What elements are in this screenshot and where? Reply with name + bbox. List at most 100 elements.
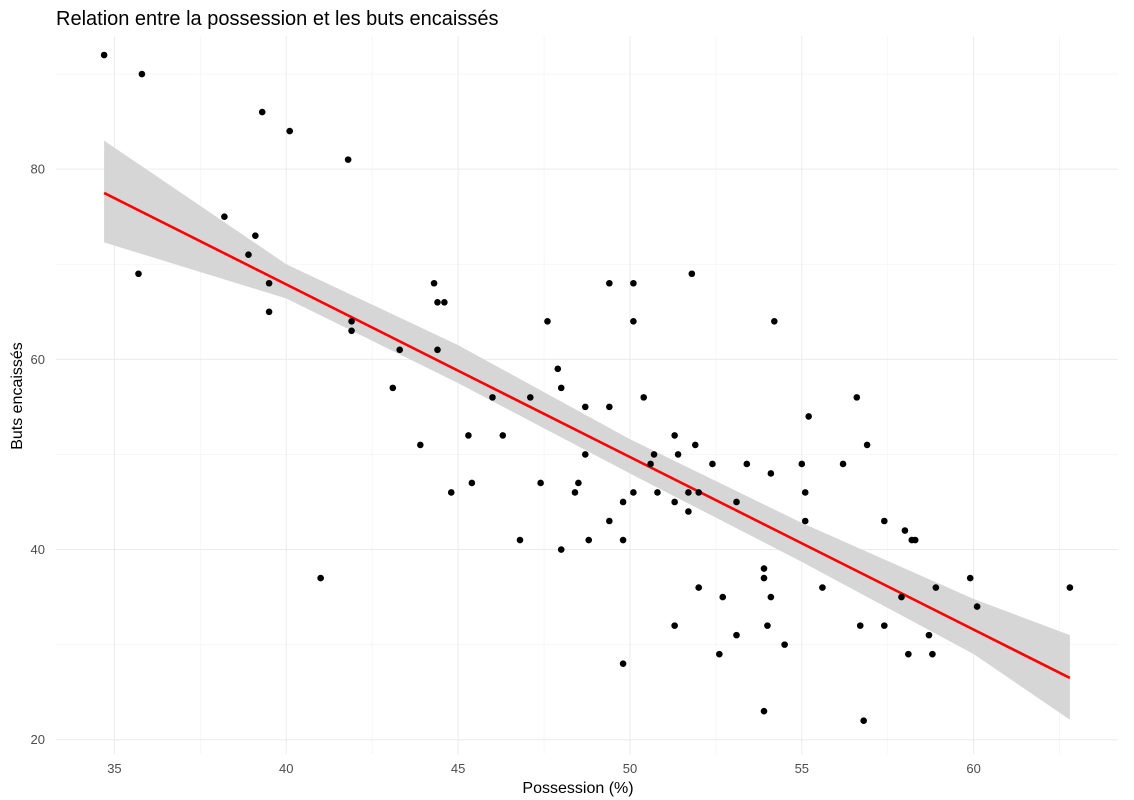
data-point bbox=[863, 441, 871, 449]
confidence-band bbox=[104, 140, 1070, 720]
data-point bbox=[619, 660, 627, 667]
data-point bbox=[606, 517, 613, 525]
data-point bbox=[619, 498, 627, 506]
y-axis-ticks: 20 40 60 80 bbox=[31, 162, 45, 748]
data-point bbox=[932, 584, 940, 591]
confidence-band-area bbox=[104, 140, 1070, 720]
data-point bbox=[630, 489, 637, 496]
data-point bbox=[819, 584, 826, 591]
data-point bbox=[526, 394, 534, 401]
data-point bbox=[719, 593, 727, 601]
fit-line bbox=[103, 191, 1071, 680]
data-point bbox=[585, 536, 593, 544]
data-point bbox=[389, 384, 397, 392]
x-tick-label: 60 bbox=[966, 761, 980, 776]
data-point bbox=[430, 279, 438, 287]
data-point bbox=[489, 394, 496, 401]
data-point bbox=[973, 603, 981, 610]
data-point bbox=[544, 317, 551, 325]
data-point bbox=[733, 498, 740, 506]
data-point bbox=[856, 622, 864, 629]
data-point bbox=[630, 317, 637, 325]
data-point bbox=[434, 346, 441, 354]
data-point bbox=[966, 574, 974, 582]
data-points bbox=[100, 51, 1074, 725]
data-point bbox=[695, 489, 702, 496]
data-point bbox=[880, 622, 888, 629]
data-point bbox=[743, 460, 751, 468]
data-point bbox=[691, 441, 699, 449]
x-axis-title: Possession (%) bbox=[522, 780, 633, 797]
data-point bbox=[245, 251, 252, 259]
data-point bbox=[801, 489, 809, 496]
data-point bbox=[441, 298, 448, 306]
data-point bbox=[671, 498, 678, 506]
data-point bbox=[286, 127, 294, 135]
data-point bbox=[575, 479, 582, 487]
chart-title: Relation entre la possession et les buts… bbox=[56, 8, 498, 30]
data-point bbox=[650, 451, 658, 458]
data-point bbox=[781, 641, 788, 648]
data-point bbox=[571, 489, 579, 496]
data-point bbox=[447, 489, 455, 496]
data-point bbox=[606, 279, 613, 287]
data-point bbox=[135, 270, 142, 278]
data-point bbox=[258, 108, 266, 116]
data-point bbox=[709, 460, 716, 468]
data-point bbox=[434, 298, 441, 306]
data-point bbox=[929, 650, 936, 658]
data-point bbox=[557, 546, 565, 553]
data-point bbox=[1066, 584, 1074, 591]
y-axis-title: Buts encaissés bbox=[9, 342, 26, 450]
grid bbox=[56, 36, 1118, 754]
data-point bbox=[100, 51, 108, 59]
data-point bbox=[252, 232, 259, 240]
data-point bbox=[760, 565, 768, 572]
data-point bbox=[499, 432, 507, 439]
data-point bbox=[138, 70, 146, 78]
data-point bbox=[581, 403, 589, 411]
data-point bbox=[557, 384, 565, 392]
data-point bbox=[760, 574, 768, 582]
regression-line bbox=[103, 191, 1071, 680]
data-point bbox=[396, 346, 403, 354]
data-point bbox=[348, 317, 355, 325]
data-point bbox=[685, 508, 692, 515]
data-point bbox=[674, 451, 682, 458]
data-point bbox=[901, 527, 909, 534]
data-point bbox=[905, 650, 912, 658]
data-point bbox=[767, 470, 775, 477]
data-point bbox=[767, 593, 775, 601]
x-tick-label: 50 bbox=[623, 761, 637, 776]
data-point bbox=[348, 327, 355, 335]
data-point bbox=[606, 403, 613, 411]
x-tick-label: 55 bbox=[795, 761, 809, 776]
y-tick-label: 60 bbox=[31, 352, 45, 367]
data-point bbox=[764, 622, 771, 629]
data-point bbox=[733, 631, 740, 639]
data-point bbox=[898, 593, 905, 601]
y-tick-label: 80 bbox=[31, 162, 45, 177]
data-point bbox=[619, 536, 627, 544]
data-point bbox=[695, 584, 702, 591]
data-point bbox=[716, 650, 723, 658]
data-point bbox=[853, 394, 861, 401]
data-point bbox=[771, 317, 778, 325]
data-point bbox=[911, 536, 919, 544]
data-point bbox=[671, 622, 678, 629]
x-tick-label: 35 bbox=[107, 761, 121, 776]
data-point bbox=[417, 441, 424, 449]
data-point bbox=[805, 413, 812, 420]
data-point bbox=[801, 517, 809, 525]
y-tick-label: 40 bbox=[31, 542, 45, 557]
data-point bbox=[647, 460, 654, 468]
data-point bbox=[688, 270, 696, 278]
data-point bbox=[265, 279, 273, 287]
data-point bbox=[880, 517, 888, 525]
y-tick-label: 20 bbox=[31, 732, 45, 747]
data-point bbox=[344, 156, 352, 163]
data-point bbox=[760, 707, 768, 715]
data-point bbox=[221, 213, 228, 220]
data-point bbox=[581, 451, 589, 458]
